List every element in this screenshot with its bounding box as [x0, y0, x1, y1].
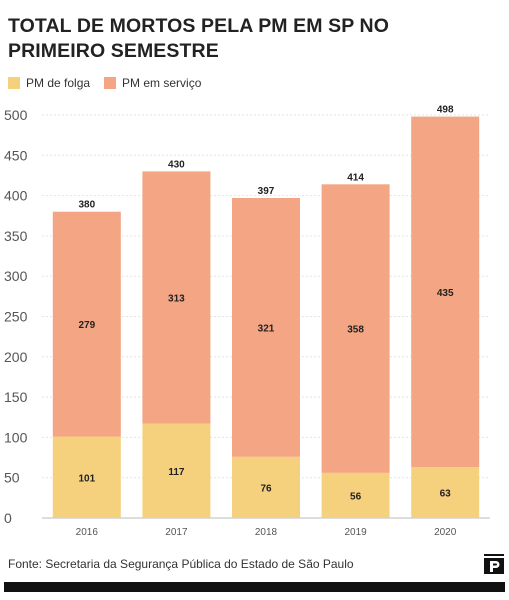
y-tick-label: 50	[4, 470, 20, 486]
x-tick-label: 2017	[165, 527, 188, 538]
legend-label-servico: PM em serviço	[122, 76, 202, 90]
bar-segment-folga	[321, 472, 390, 518]
bar-segment-servico	[411, 116, 480, 468]
chart-title: TOTAL DE MORTOS PELA PM EM SP NO PRIMEIR…	[8, 15, 389, 62]
x-tick-label: 2016	[76, 527, 99, 538]
legend-swatch-folga	[8, 77, 20, 89]
y-tick-label: 250	[4, 309, 28, 325]
y-tick-label: 100	[4, 429, 28, 445]
y-tick-label: 150	[4, 389, 28, 405]
bar-segment-folga	[52, 436, 121, 518]
y-tick-label: 400	[4, 188, 28, 204]
total-label: 380	[78, 200, 95, 211]
data-label: 358	[347, 325, 364, 336]
y-tick-label: 500	[4, 107, 28, 123]
legend-swatch-servico	[104, 77, 117, 89]
total-label: 414	[347, 172, 364, 183]
x-tick-label: 2018	[255, 527, 278, 538]
x-tick-label: 2020	[434, 527, 457, 538]
data-label: 313	[168, 294, 185, 305]
legend-item-folga: PM de folga	[8, 76, 90, 90]
total-label: 397	[258, 186, 275, 197]
source-note: Fonte: Secretaria da Segurança Pública d…	[8, 557, 354, 571]
total-label: 430	[168, 159, 185, 170]
data-label: 321	[258, 323, 275, 334]
x-tick-label: 2019	[344, 527, 367, 538]
legend-label-folga: PM de folga	[26, 76, 91, 90]
bar-segment-folga	[411, 467, 480, 518]
y-tick-label: 0	[4, 510, 12, 526]
legend: PM de folga PM em serviço	[8, 76, 215, 90]
footer-bar	[4, 582, 505, 592]
data-label: 76	[260, 483, 272, 494]
data-label: 101	[78, 473, 95, 484]
total-label: 498	[437, 105, 454, 116]
y-tick-label: 450	[4, 147, 28, 163]
bar-segment-servico	[142, 171, 211, 424]
y-tick-label: 200	[4, 349, 28, 365]
data-label: 117	[168, 467, 185, 478]
legend-item-servico: PM em serviço	[104, 76, 201, 90]
bar-segment-servico	[321, 184, 390, 473]
data-label: 279	[78, 320, 95, 331]
bar-segment-folga	[232, 456, 300, 518]
bar-segment-servico	[232, 198, 300, 457]
data-label: 435	[437, 288, 454, 299]
bar-segment-servico	[52, 211, 121, 437]
publisher-logo-icon	[484, 554, 504, 574]
data-label: 56	[350, 491, 362, 502]
y-tick-label: 300	[4, 268, 28, 284]
y-tick-label: 350	[4, 228, 28, 244]
bar-segment-folga	[142, 423, 211, 518]
data-label: 63	[440, 489, 452, 500]
